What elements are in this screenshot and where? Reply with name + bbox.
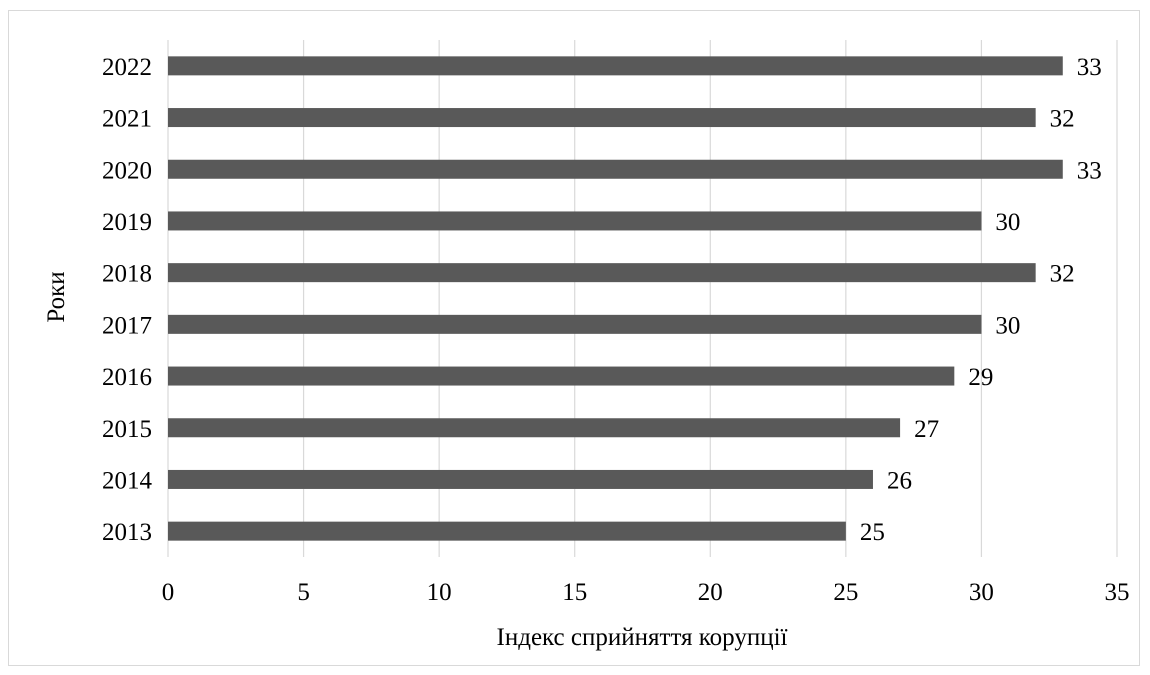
x-tick-label: 35 [1105, 579, 1130, 606]
y-tick-label: 2013 [102, 519, 152, 546]
data-label: 29 [968, 364, 993, 391]
data-label: 32 [1050, 261, 1075, 288]
y-tick-label: 2021 [102, 106, 152, 133]
y-tick-label: 2019 [102, 209, 152, 236]
x-tick-label: 5 [297, 579, 310, 606]
x-tick-label: 0 [162, 579, 175, 606]
y-tick-labels: 2013 2014 2015 2016 2017 2018 2019 2020 2021 2022 [102, 54, 153, 546]
bars [168, 56, 1063, 541]
data-label: 33 [1077, 157, 1102, 184]
data-label: 25 [860, 519, 885, 546]
x-tick-label: 20 [698, 579, 723, 606]
data-label: 30 [995, 209, 1020, 236]
y-tick-label: 2017 [102, 312, 152, 339]
y-tick-label: 2016 [102, 364, 152, 391]
y-tick-label: 2020 [102, 157, 152, 184]
data-label: 33 [1077, 54, 1102, 81]
bar [168, 159, 1063, 179]
x-tick-label: 15 [562, 579, 587, 606]
data-label: 26 [887, 467, 912, 494]
bar [168, 469, 873, 489]
data-label: 27 [914, 416, 939, 443]
y-axis-title: Роки [43, 271, 70, 322]
x-tick-label: 10 [427, 579, 452, 606]
bar [168, 418, 901, 438]
bar [168, 521, 846, 541]
bar [168, 108, 1036, 128]
data-label: 32 [1050, 106, 1075, 133]
y-tick-label: 2014 [102, 467, 153, 494]
y-tick-label: 2015 [102, 416, 152, 443]
bar [168, 314, 982, 334]
x-tick-label: 30 [969, 579, 994, 606]
y-tick-label: 2018 [102, 261, 152, 288]
data-label: 30 [995, 312, 1020, 339]
bar [168, 56, 1063, 76]
bar [168, 211, 982, 231]
bar [168, 263, 1036, 283]
y-tick-label: 2022 [102, 54, 152, 81]
x-axis-title: Індекс сприйняття корупції [497, 624, 788, 651]
x-tick-labels: 0 5 10 15 20 25 30 35 [162, 579, 1130, 606]
bar [168, 366, 955, 386]
x-tick-label: 25 [833, 579, 858, 606]
